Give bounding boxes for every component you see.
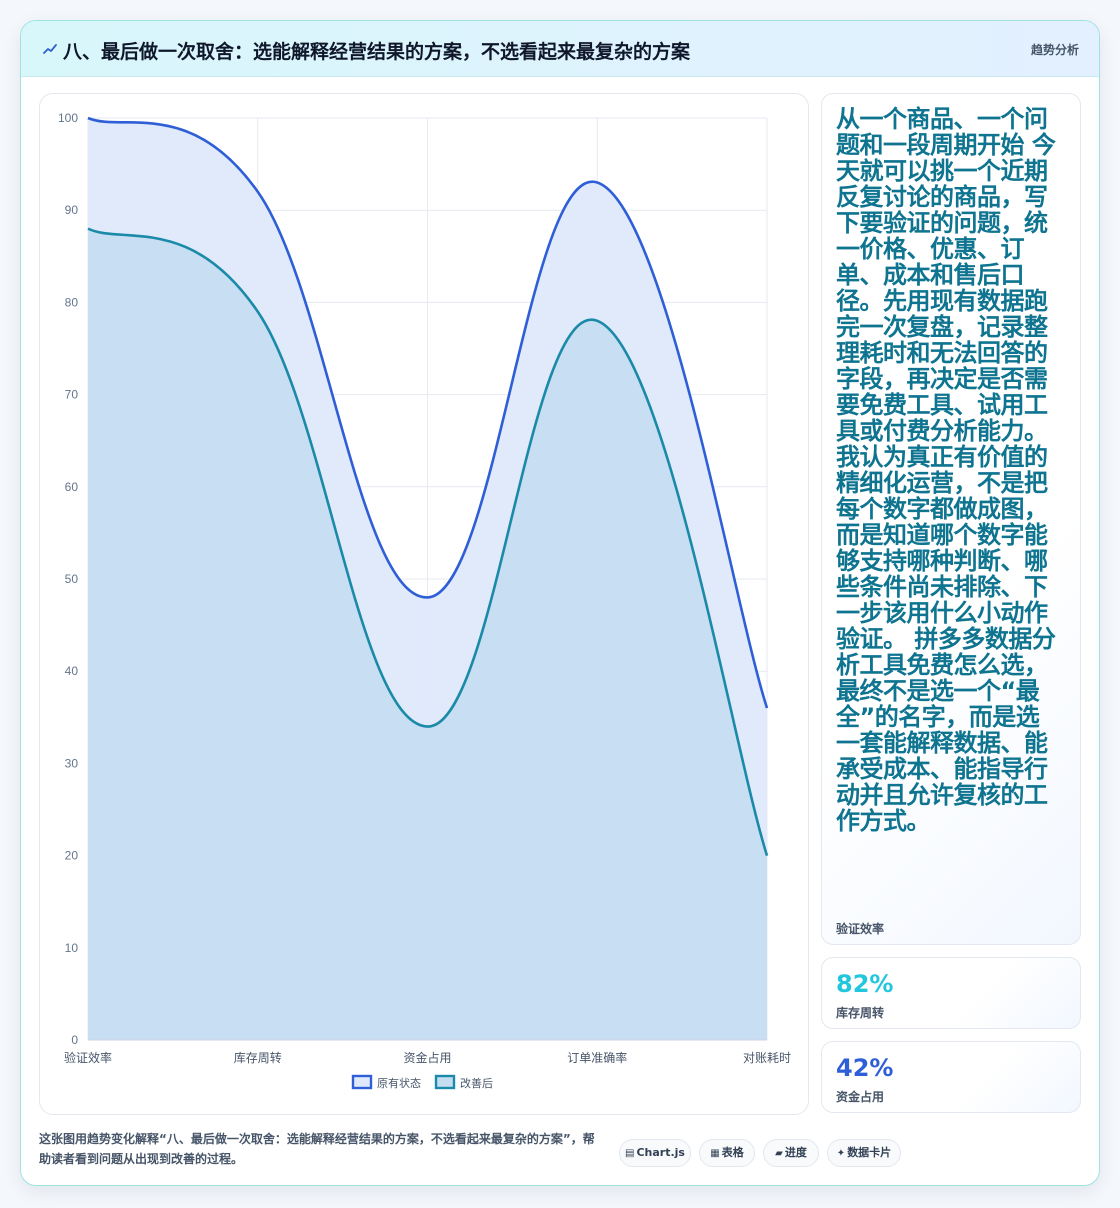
y-tick-label: 40 — [65, 664, 79, 678]
series-area-1 — [88, 228, 767, 1040]
metric-value: 42% — [836, 1054, 894, 1082]
y-tick-label: 100 — [58, 111, 78, 125]
series-line-1 — [87, 227, 769, 856]
series-line-0 — [87, 116, 769, 709]
y-tick-label: 70 — [65, 388, 79, 402]
legend-swatch — [351, 1074, 373, 1090]
progress-icon: ▰ — [775, 1148, 783, 1159]
insight-text: 从一个商品、一个问题和一段周期开始 今天就可以挑一个近期反复讨论的商品，写下要验… — [836, 105, 1056, 835]
chart-icon: ▤ — [625, 1148, 635, 1159]
card-header: 八、最后做一次取舍：选能解释经营结果的方案，不选看起来最复杂的方案 趋势分析 — [21, 21, 1099, 77]
legend-swatch — [434, 1074, 456, 1090]
metric-label: 资金占用 — [836, 1090, 885, 1104]
y-tick-label: 0 — [71, 1033, 78, 1047]
metric-card-capital: 42% 资金占用 — [821, 1041, 1081, 1113]
metric-card-inventory: 82% 库存周转 — [821, 957, 1081, 1029]
chip-table[interactable]: ▦ 表格 — [699, 1139, 755, 1167]
card-tag: 趋势分析 — [1030, 43, 1079, 57]
metric-value: 82% — [836, 970, 894, 998]
chip-label: 数据卡片 — [847, 1146, 892, 1159]
chip-chartjs[interactable]: ▤ Chart.js — [619, 1139, 691, 1167]
table-icon: ▦ — [710, 1148, 720, 1159]
y-tick-label: 90 — [65, 203, 79, 217]
y-tick-label: 50 — [65, 572, 79, 586]
x-tick-label: 库存周转 — [234, 1050, 282, 1065]
x-tick-label: 对账耗时 — [743, 1051, 791, 1065]
y-tick-label: 30 — [65, 756, 79, 770]
y-tick-label: 60 — [65, 480, 79, 494]
sparkle-icon: ✦ — [836, 1148, 846, 1159]
y-tick-label: 20 — [65, 849, 79, 863]
x-tick-label: 订单准确率 — [567, 1050, 627, 1065]
trend-card: 八、最后做一次取舍：选能解释经营结果的方案，不选看起来最复杂的方案 趋势分析 0… — [20, 20, 1100, 1186]
x-tick-label: 验证效率 — [64, 1050, 112, 1065]
metric-label: 库存周转 — [836, 1006, 885, 1020]
chart-caption: 这张图用趋势变化解释“八、最后做一次取舍：选能解释经营结果的方案，不选看起来最复… — [39, 1132, 595, 1166]
legend-label: 原有状态 — [377, 1076, 421, 1090]
legend-label: 改善后 — [460, 1076, 493, 1090]
chip-label: Chart.js — [636, 1146, 685, 1159]
y-tick-label: 80 — [65, 295, 79, 309]
chart-panel: 0 10 20 30 40 50 60 70 80 90 100 验证效率 库存周转 资金占用 订单准确率 对… — [39, 93, 809, 1115]
y-tick-label: 10 — [65, 941, 79, 955]
insight-card: 从一个商品、一个问题和一段周期开始 今天就可以挑一个近期反复讨论的商品，写下要验… — [821, 93, 1081, 945]
card-title: 八、最后做一次取舍：选能解释经营结果的方案，不选看起来最复杂的方案 — [63, 41, 691, 63]
x-tick-label: 资金占用 — [403, 1050, 451, 1065]
chip-data-cards[interactable]: ✦ 数据卡片 — [827, 1139, 901, 1167]
chip-label: 表格 — [721, 1146, 744, 1159]
chip-label: 进度 — [784, 1146, 807, 1159]
line-trend-icon — [43, 44, 57, 54]
chip-progress[interactable]: ▰ 进度 — [763, 1139, 819, 1167]
insight-label: 验证效率 — [836, 922, 885, 936]
area-chart: 0 10 20 30 40 50 60 70 80 90 100 验证效率 库存周转 资金占用 订单准确率 对… — [58, 111, 791, 1090]
